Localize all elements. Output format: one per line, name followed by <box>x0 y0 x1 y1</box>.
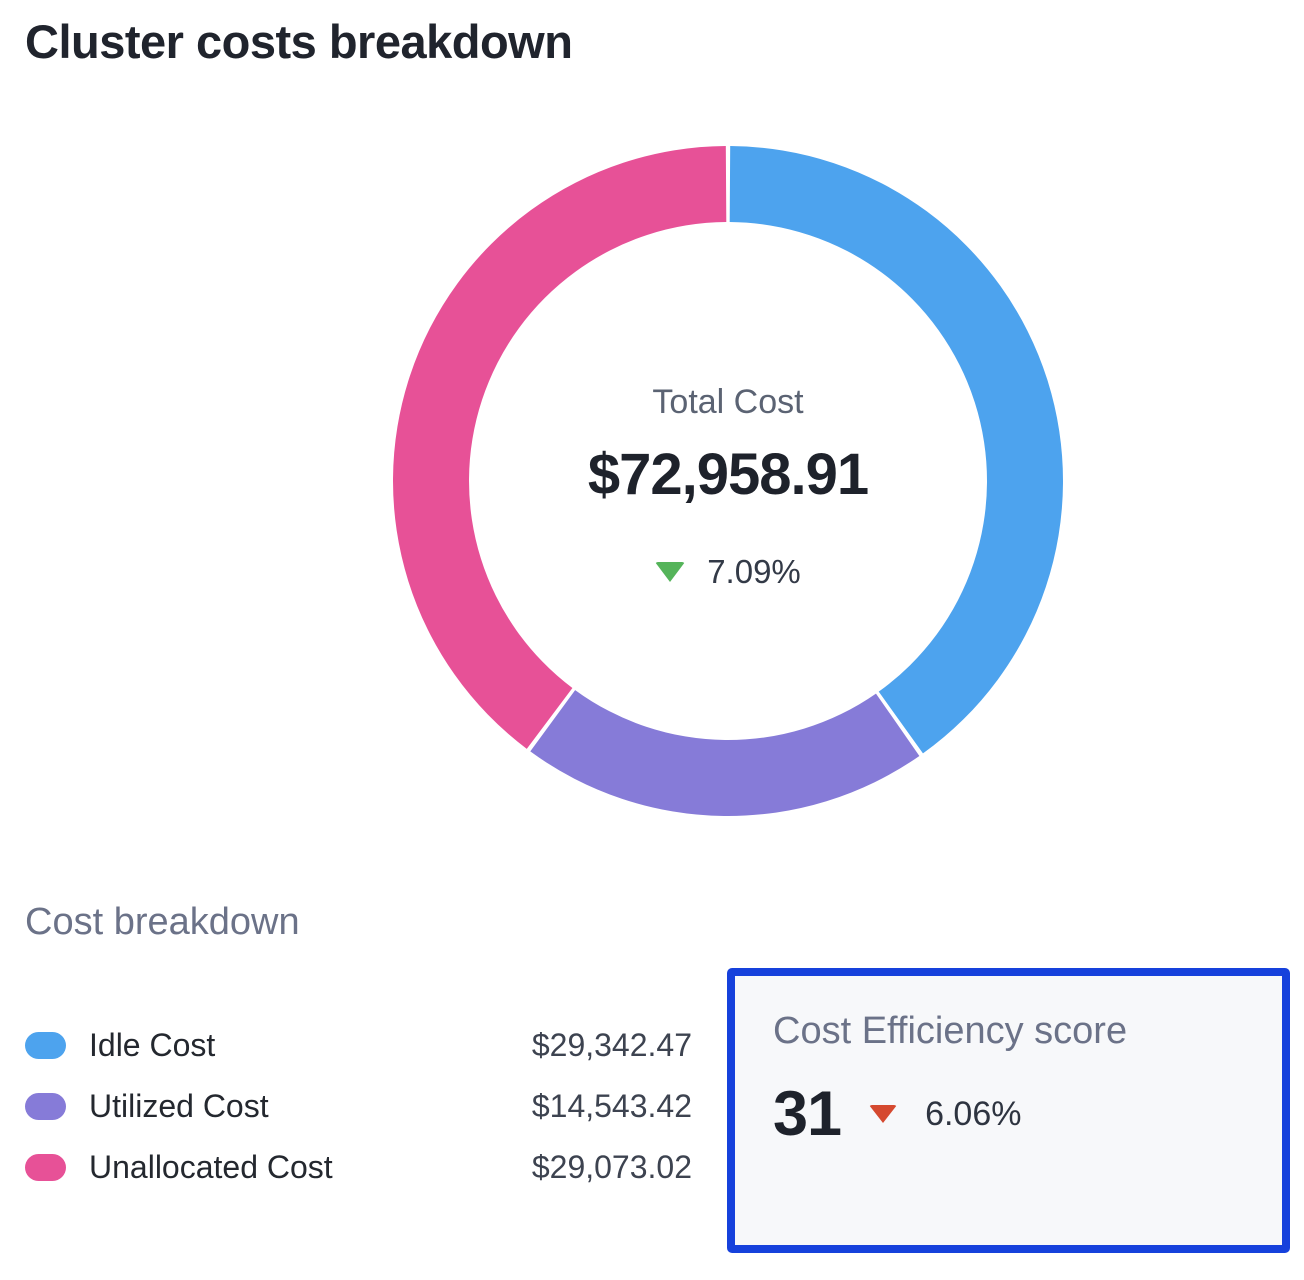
unallocated-cost-swatch-icon <box>25 1153 66 1181</box>
utilized-cost-swatch-icon <box>25 1092 66 1120</box>
legend-label: Idle Cost <box>89 1026 216 1063</box>
donut-chart-svg <box>393 146 1063 816</box>
legend-item-unallocated-cost: Unallocated Cost $29,073.02 <box>25 1148 692 1186</box>
donut-center-total-value: $72,958.91 <box>587 442 869 507</box>
legend-value: $14,543.42 <box>531 1087 692 1124</box>
donut-center-change: 7.09% <box>392 553 1064 591</box>
cost-efficiency-score-card[interactable]: Cost Efficiency score 31 6.06% <box>727 968 1290 1253</box>
legend-label: Utilized Cost <box>89 1087 269 1124</box>
donut-segment-utilized-cost[interactable] <box>530 690 920 816</box>
legend-value: $29,073.02 <box>531 1148 692 1185</box>
idle-cost-swatch-icon <box>25 1031 66 1059</box>
donut-segment-unallocated-cost[interactable] <box>393 146 727 749</box>
legend-label: Unallocated Cost <box>89 1148 333 1185</box>
legend-value: $29,342.47 <box>531 1026 692 1063</box>
cost-breakdown-heading: Cost breakdown <box>25 901 300 943</box>
triangle-down-red-icon <box>869 1105 898 1123</box>
legend-item-utilized-cost: Utilized Cost $14,543.42 <box>25 1087 692 1125</box>
donut-center-label: Total Cost <box>652 383 804 421</box>
cost-efficiency-heading: Cost Efficiency score <box>773 1010 1128 1052</box>
page-title: Cluster costs breakdown <box>25 15 573 68</box>
cost-efficiency-score-row: 31 6.06% <box>773 1078 1021 1150</box>
cluster-costs-donut-chart: Total Cost $72,958.91 7.09% <box>392 145 1064 817</box>
donut-center-change-percent: 7.09% <box>707 553 801 590</box>
cost-efficiency-score-value: 31 <box>773 1079 842 1149</box>
legend-item-idle-cost: Idle Cost $29,342.47 <box>25 1026 692 1064</box>
triangle-down-green-icon <box>655 562 686 582</box>
donut-segment-idle-cost[interactable] <box>729 146 1063 754</box>
cost-efficiency-change-percent: 6.06% <box>925 1094 1022 1133</box>
